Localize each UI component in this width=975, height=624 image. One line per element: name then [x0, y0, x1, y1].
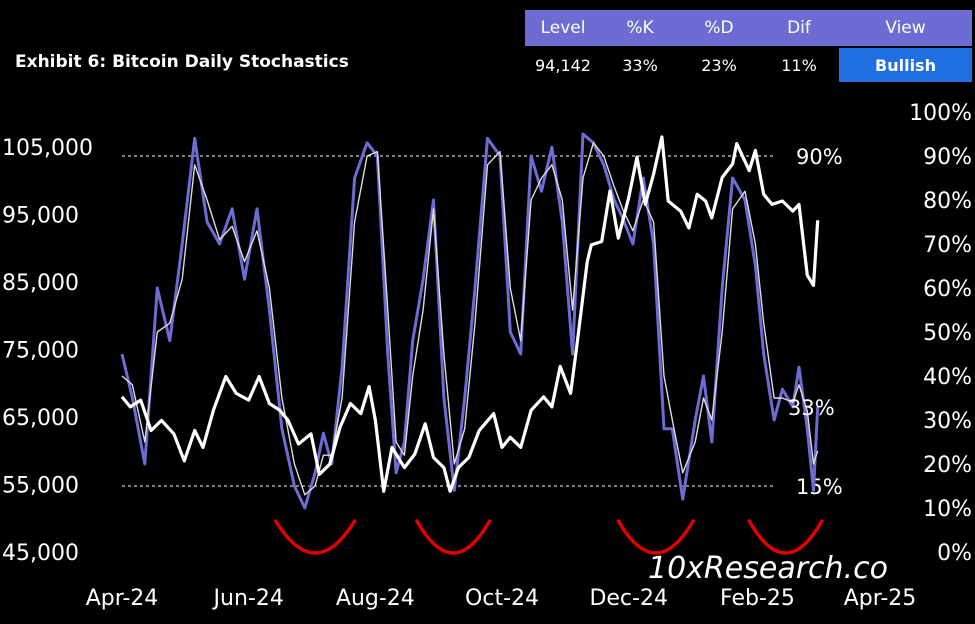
x-tick: Feb-25: [720, 586, 795, 611]
trough-arcs: [273, 519, 824, 555]
x-tick: Dec-24: [589, 586, 668, 611]
header-k: %K: [601, 10, 679, 46]
k-line: [120, 132, 820, 510]
left-axis-labels: 45,000 55,000 65,000 75,000 85,000 95,000 105,…: [2, 136, 93, 566]
value-dif: 11%: [781, 55, 817, 75]
y-right-tick: 40%: [923, 365, 972, 390]
watermark: 10xResearch.co: [648, 551, 888, 586]
y-right-tick: 20%: [923, 453, 972, 478]
right-axis-labels: 0% 10% 20% 30% 40% 50% 60% 70% 80% 90% 100%: [909, 101, 972, 566]
trough-arc: [415, 519, 492, 555]
x-tick: Apr-24: [86, 586, 159, 611]
header-level: Level: [525, 10, 601, 46]
y-left-tick: 55,000: [2, 474, 79, 499]
y-right-tick: 100%: [909, 101, 972, 126]
y-right-tick: 60%: [923, 277, 972, 302]
chart-title: Exhibit 6: Bitcoin Daily Stochastics: [15, 52, 349, 72]
header-view: View: [839, 10, 972, 46]
value-k: 33%: [622, 55, 658, 75]
y-right-tick: 50%: [923, 321, 972, 346]
trough-arc: [747, 519, 824, 555]
reference-label: 15%: [796, 475, 843, 499]
y-right-tick: 30%: [923, 409, 972, 434]
value-level: 94,142: [535, 55, 591, 75]
d-line: [121, 142, 819, 496]
y-right-tick: 0%: [937, 541, 972, 566]
x-tick: Jun-24: [212, 586, 284, 611]
y-left-tick: 65,000: [2, 406, 79, 431]
y-left-tick: 105,000: [2, 136, 93, 161]
annotations: 33% 10xResearch.co: [648, 396, 888, 586]
y-right-tick: 10%: [923, 497, 972, 522]
current-k-label: 33%: [788, 396, 835, 420]
series-lines: [120, 132, 820, 510]
y-left-tick: 75,000: [2, 339, 79, 364]
x-axis-labels: Apr-24 Jun-24 Aug-24 Oct-24 Dec-24 Feb-25 Apr-…: [86, 586, 917, 611]
x-tick: Aug-24: [336, 586, 415, 611]
y-left-tick: 45,000: [2, 541, 79, 566]
header-d: %D: [679, 10, 759, 46]
y-right-tick: 90%: [923, 145, 972, 170]
price-line: [120, 135, 820, 493]
reference-label: 90%: [796, 145, 843, 169]
x-tick: Oct-24: [465, 586, 539, 611]
value-d: 23%: [701, 55, 737, 75]
y-left-tick: 95,000: [2, 204, 79, 229]
y-right-tick: 70%: [923, 233, 972, 258]
x-tick: Apr-25: [844, 586, 917, 611]
value-view-badge: Bullish: [839, 48, 972, 82]
header-dif: Dif: [759, 10, 839, 46]
trough-arc: [616, 519, 695, 555]
y-left-tick: 85,000: [2, 271, 79, 296]
trough-arc: [273, 519, 357, 555]
y-right-tick: 80%: [923, 189, 972, 214]
